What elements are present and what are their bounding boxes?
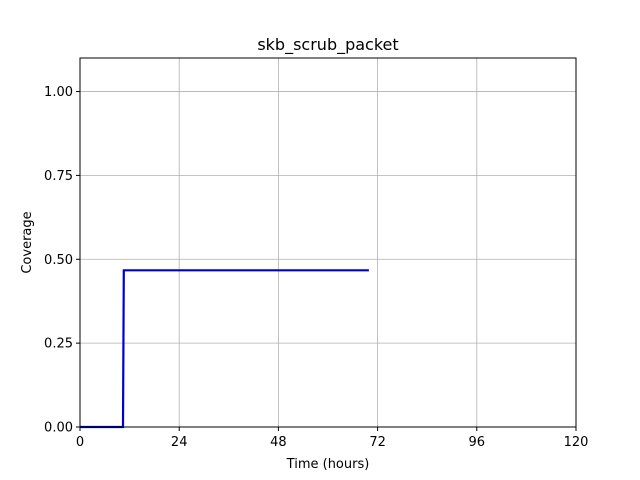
x-tick-label: 48 <box>270 435 287 450</box>
x-axis-label: Time (hours) <box>286 457 370 472</box>
y-tick-label: 1.00 <box>44 85 73 100</box>
x-tick-label: 96 <box>469 435 486 450</box>
x-tick-label: 72 <box>369 435 386 450</box>
y-tick-label: 0.00 <box>44 421 73 436</box>
series-layer <box>80 269 369 429</box>
y-axis-label: Coverage <box>20 211 35 273</box>
plot-frame <box>79 57 577 428</box>
grid <box>79 58 577 428</box>
coverage-line <box>80 269 369 429</box>
y-axis: 0.00 0.25 0.50 0.75 1.00 <box>44 85 80 436</box>
x-tick-label: 0 <box>76 435 84 450</box>
chart-title: skb_scrub_packet <box>257 35 398 55</box>
y-tick-label: 0.75 <box>44 169 73 184</box>
x-tick-label: 120 <box>564 435 589 450</box>
x-axis: 0 24 48 72 96 120 <box>76 427 589 450</box>
x-tick-label: 24 <box>171 435 188 450</box>
y-tick-label: 0.50 <box>44 253 73 268</box>
y-tick-label: 0.25 <box>44 337 73 352</box>
